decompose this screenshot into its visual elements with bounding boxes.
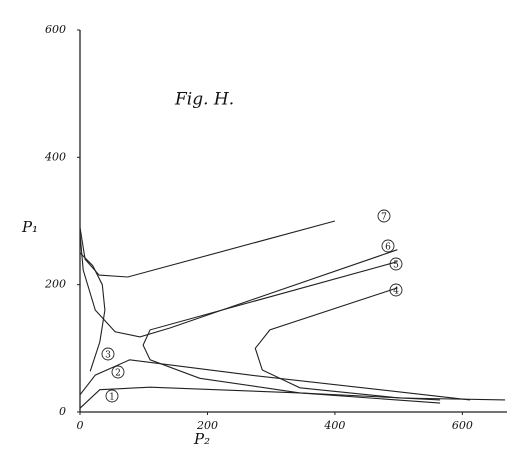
y-tick-label: 0 [59,405,66,418]
y-tick-label: 600 [45,23,66,36]
curve-label: 4 [393,287,399,297]
x-tick-label: 0 [77,419,84,432]
curve-badge [381,239,395,253]
x-tick-label: 400 [323,419,345,432]
y-tick-label: 400 [44,150,66,163]
curve-badge [101,347,115,361]
curve [79,386,441,409]
curve-label: 1 [109,393,115,403]
y-axis-label: P₁ [21,218,38,236]
curve-label: 6 [385,243,391,253]
chart-title: Fig. H. [174,90,234,110]
curve-label: 5 [393,261,399,271]
x-axis-label: P₂ [193,430,210,448]
curve [254,287,506,401]
x-tick-label: 600 [452,419,473,432]
curve [79,220,336,278]
curve-label: 2 [115,369,121,379]
y-tick-label: 200 [44,278,66,291]
x-tick-label: 200 [196,419,218,432]
curve-label: 3 [105,351,111,361]
curve [79,359,471,401]
curve-label: 7 [381,213,387,223]
curve-badge [389,283,403,297]
curve [79,252,106,372]
curve [79,233,398,338]
curve-badge [111,365,125,379]
curve [142,261,441,401]
curve-badge [377,209,391,223]
curve-badge [389,257,403,271]
curve-badge [105,389,119,403]
